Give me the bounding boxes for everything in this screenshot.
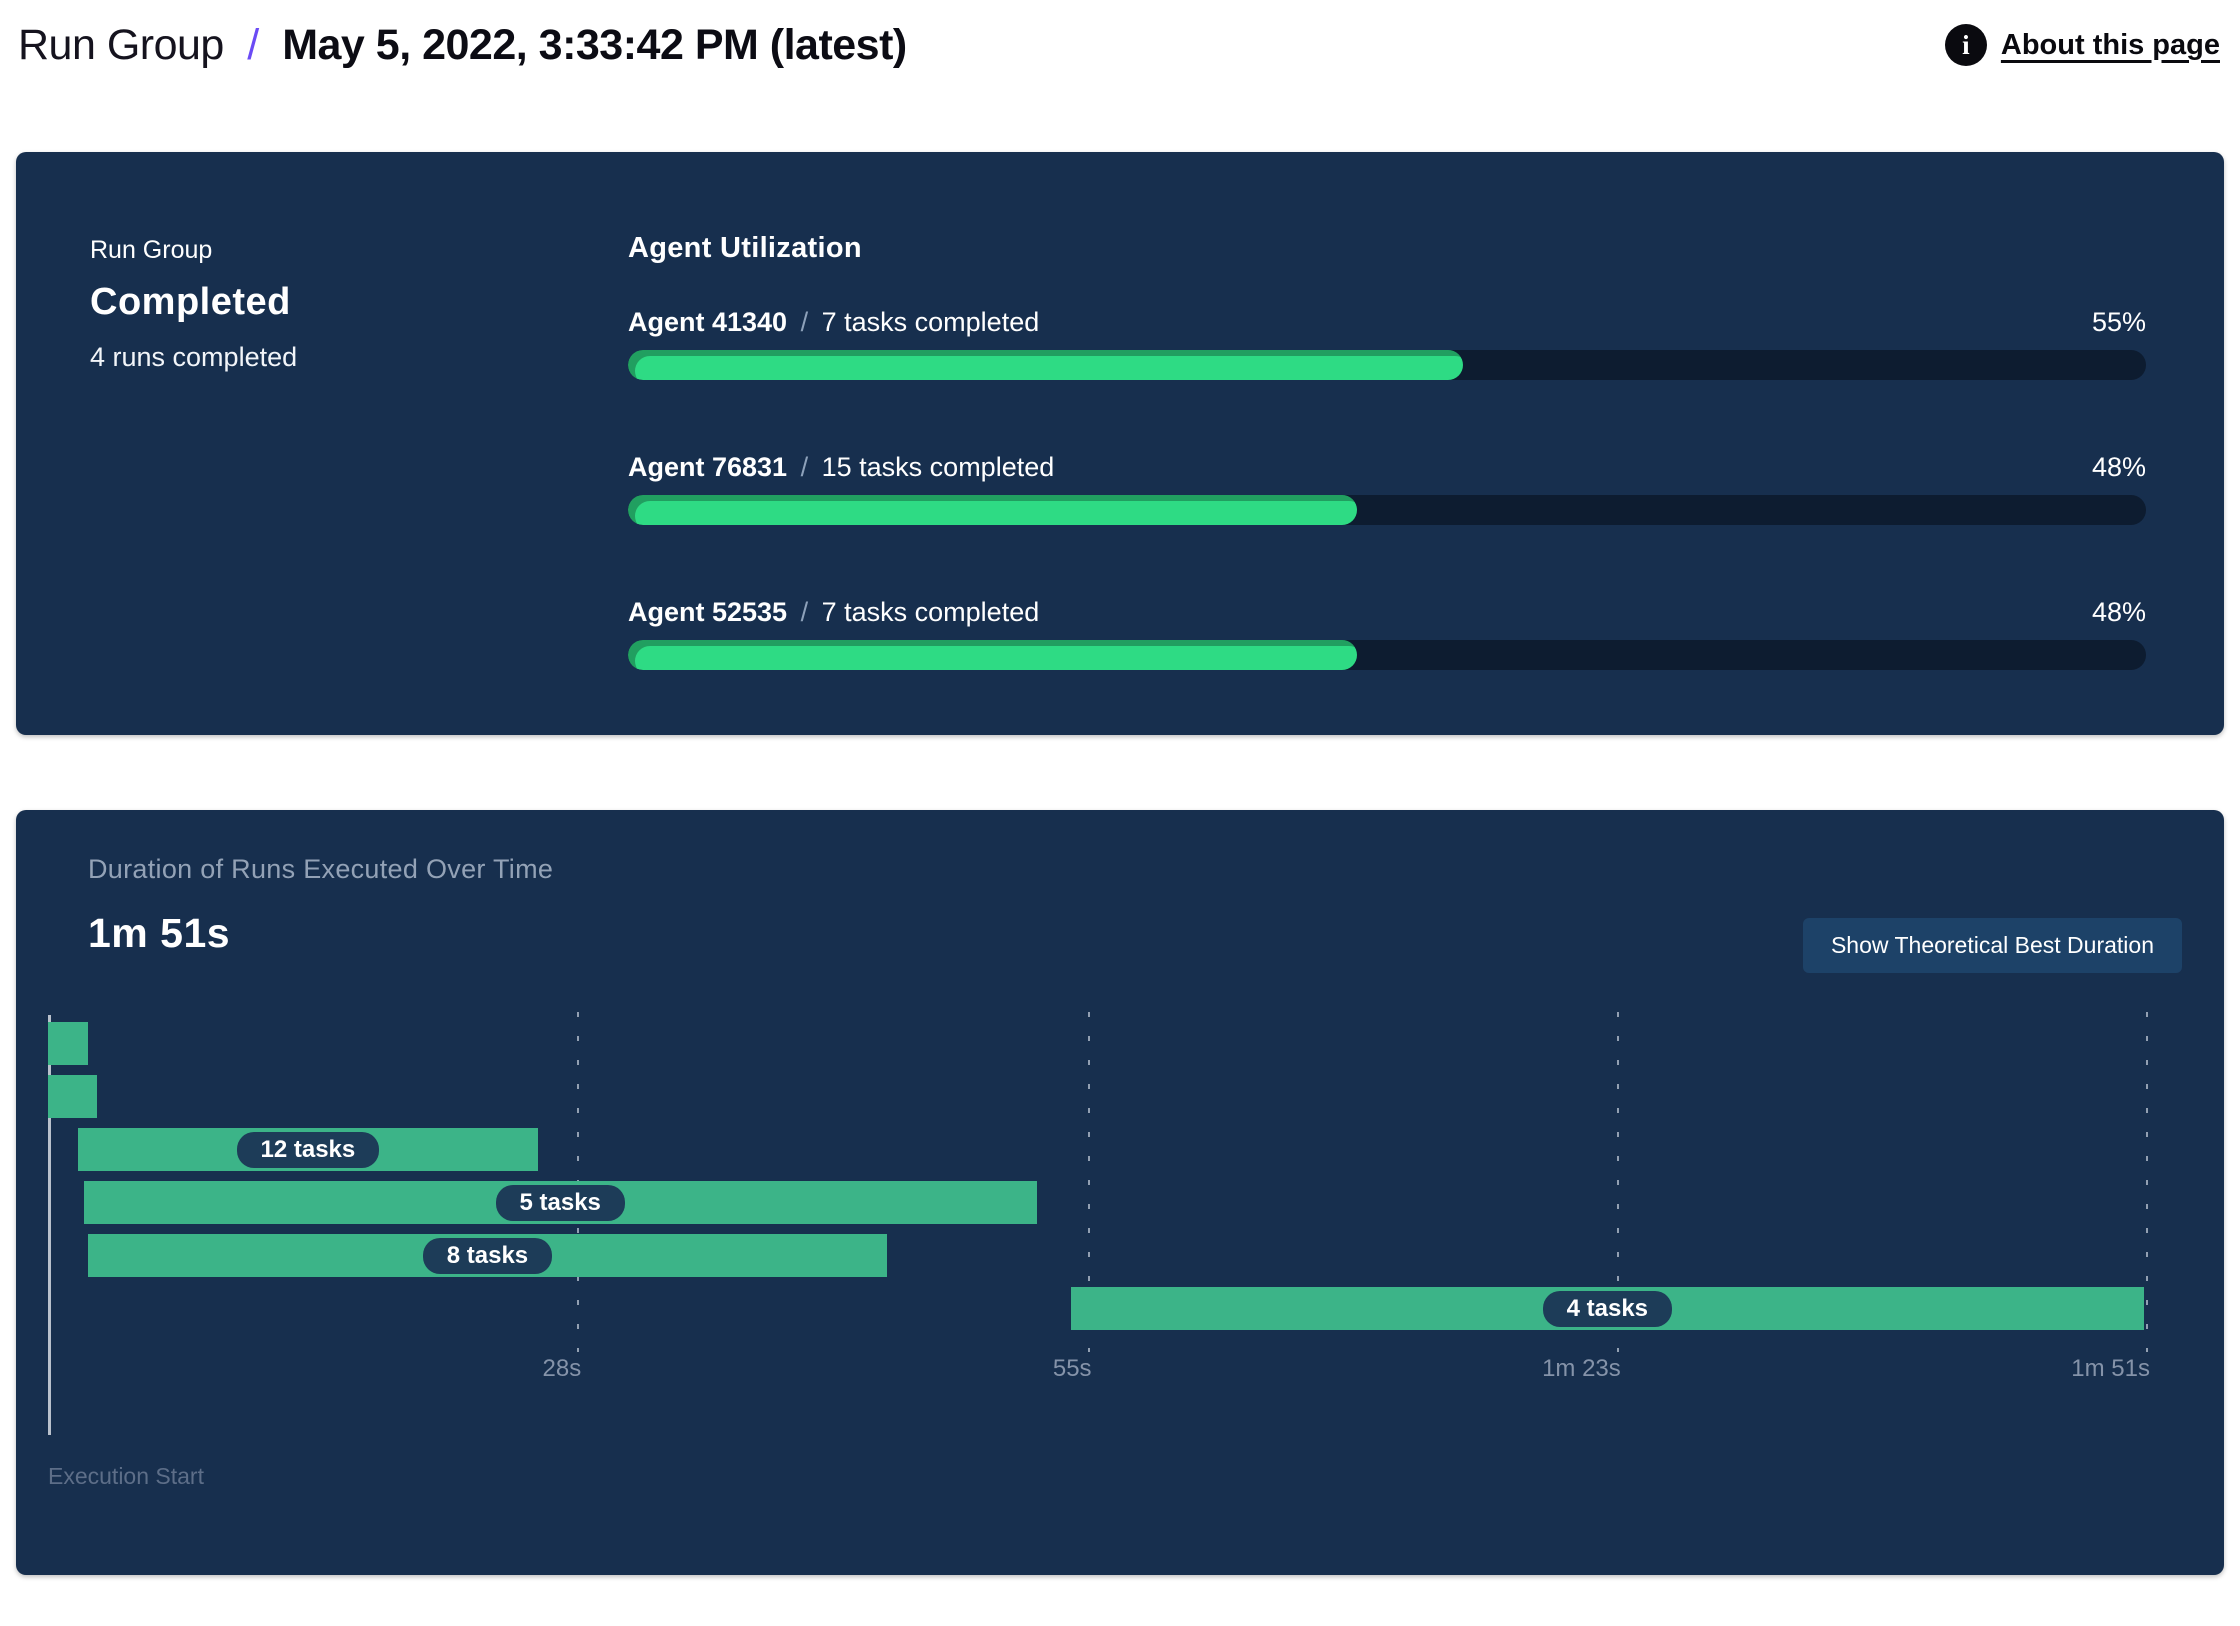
task-count-badge: 4 tasks: [1542, 1290, 1673, 1327]
gridline: [1087, 1012, 1090, 1352]
gantt-run-bar[interactable]: 8 tasks: [87, 1234, 888, 1277]
utilization-progress-fill: [628, 350, 1463, 380]
execution-start-axis-line: [48, 1015, 51, 1435]
agent-percent: 55%: [2091, 307, 2146, 337]
agent-row: Agent 52535 / 7 tasks completed 48%: [628, 597, 2146, 670]
agent-row: Agent 41340 / 7 tasks completed 55%: [628, 307, 2146, 380]
run-group-status-panel: Run Group Completed 4 runs completed Age…: [16, 152, 2224, 735]
x-axis-tick-label: 1m 23s: [1542, 1355, 1621, 1382]
gantt-run-bar[interactable]: 12 tasks: [78, 1128, 538, 1171]
agent-name: Agent 52535: [628, 597, 788, 627]
task-count-badge: 12 tasks: [236, 1131, 380, 1168]
run-group-status: Run Group Completed 4 runs completed: [90, 232, 628, 675]
run-group-label: Run Group: [90, 236, 213, 264]
x-axis-tick-label: 55s: [1052, 1355, 1092, 1382]
utilization-progress-track: [628, 495, 2146, 525]
utilization-progress-fill: [628, 640, 1357, 670]
gantt-run-bar[interactable]: [48, 1022, 88, 1065]
agent-tasks: 7 tasks completed: [821, 307, 1040, 337]
x-axis-tick-label: 1m 51s: [2071, 1355, 2150, 1382]
agent-percent: 48%: [2091, 452, 2146, 482]
about-link[interactable]: About this page: [2000, 28, 2220, 61]
page-title: May 5, 2022, 3:33:42 PM (latest): [282, 20, 907, 69]
gridline: [2146, 1012, 2148, 1352]
info-icon: i: [1944, 24, 1987, 66]
total-duration: 1m 51s: [88, 910, 231, 956]
duration-chart-title: Duration of Runs Executed Over Time: [88, 854, 554, 884]
execution-start-label: Execution Start: [48, 1463, 204, 1489]
agent-tasks: 7 tasks completed: [821, 597, 1040, 627]
show-theoretical-best-duration-button[interactable]: Show Theoretical Best Duration: [1802, 918, 2182, 973]
gantt-run-bar[interactable]: 4 tasks: [1070, 1287, 2145, 1330]
agent-name: Agent 41340: [628, 307, 788, 337]
utilization-progress-track: [628, 350, 2146, 380]
breadcrumb-separator: /: [247, 20, 259, 69]
gantt-run-bar[interactable]: [48, 1075, 98, 1118]
agent-label: Agent 52535 / 7 tasks completed: [628, 597, 1039, 628]
label-separator: /: [800, 307, 809, 337]
task-count-badge: 8 tasks: [422, 1237, 553, 1274]
about-this-page[interactable]: i About this page: [1944, 24, 2220, 66]
label-separator: /: [800, 597, 809, 627]
agent-name: Agent 76831: [628, 452, 788, 482]
agent-utilization: Agent Utilization Agent 41340 / 7 tasks …: [628, 232, 2146, 675]
agent-row: Agent 76831 / 15 tasks completed 48%: [628, 452, 2146, 525]
breadcrumb: Run Group / May 5, 2022, 3:33:42 PM (lat…: [18, 21, 907, 70]
agent-utilization-title: Agent Utilization: [628, 232, 862, 264]
agent-label: Agent 41340 / 7 tasks completed: [628, 307, 1039, 338]
gantt-chart: Execution Start 28s 55s 1m 23s 1m 51s 12 tas…: [16, 1012, 2224, 1575]
status-value: Completed: [90, 281, 291, 323]
runs-summary: 4 runs completed: [90, 342, 298, 372]
task-count-badge: 5 tasks: [495, 1184, 625, 1221]
agent-tasks: 15 tasks completed: [821, 452, 1055, 482]
x-axis-tick-label: 28s: [542, 1355, 582, 1382]
duration-panel: Duration of Runs Executed Over Time 1m 5…: [16, 810, 2224, 1575]
utilization-progress-track: [628, 640, 2146, 670]
gridline: [1616, 1012, 1619, 1352]
page-header: Run Group / May 5, 2022, 3:33:42 PM (lat…: [0, 0, 2240, 78]
label-separator: /: [800, 452, 809, 482]
breadcrumb-root: Run Group: [18, 20, 224, 69]
agent-label: Agent 76831 / 15 tasks completed: [628, 452, 1054, 483]
utilization-progress-fill: [628, 495, 1357, 525]
gantt-run-bar[interactable]: 5 tasks: [83, 1181, 1037, 1224]
agent-percent: 48%: [2091, 597, 2146, 627]
